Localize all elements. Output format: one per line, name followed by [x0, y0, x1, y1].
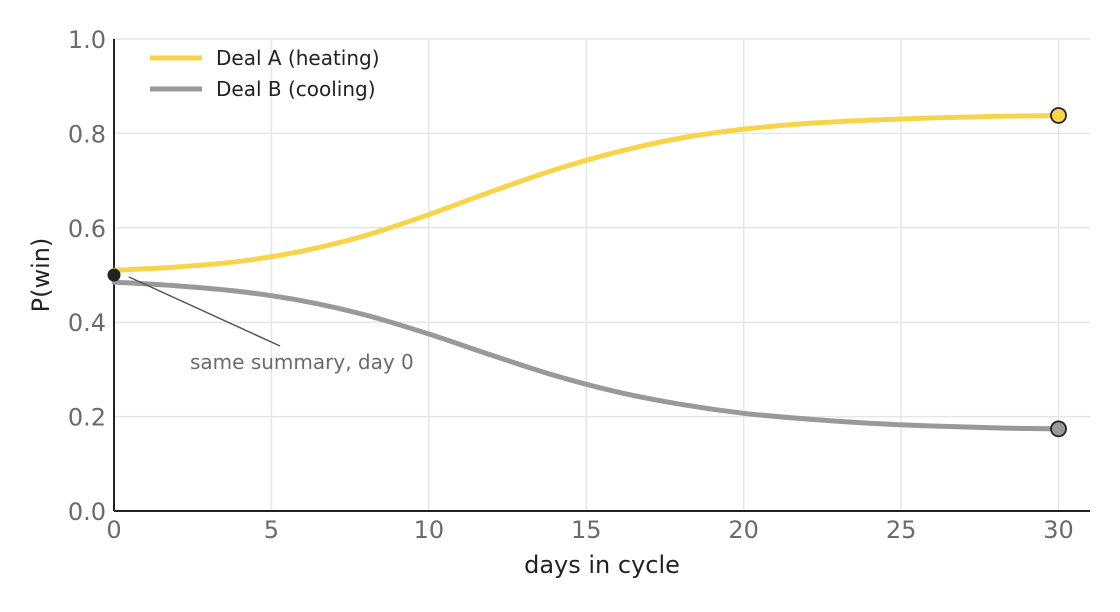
legend-label-deal-b: Deal B (cooling) [216, 77, 376, 101]
grid [113, 38, 1090, 512]
x-tick-label: 10 [414, 516, 445, 544]
annotation-leader-line [128, 276, 281, 347]
x-tick-label: 15 [571, 516, 602, 544]
markers [107, 107, 1067, 438]
end-marker-deal-b [1050, 420, 1067, 438]
series-line-deal-a [111, 112, 1062, 273]
y-tick-label: 0.0 [68, 498, 106, 526]
legend-label-deal-a: Deal A (heating) [216, 46, 380, 70]
y-axis-label: P(win) [27, 238, 55, 313]
x-tick-label: 25 [886, 516, 917, 544]
axis-labels: days in cycle P(win) [27, 238, 680, 579]
start-marker [107, 268, 121, 282]
x-axis-label: days in cycle [524, 551, 680, 579]
end-marker-deal-a [1050, 107, 1067, 124]
y-tick-label: 0.6 [68, 215, 106, 243]
legend: Deal A (heating) Deal B (cooling) [150, 46, 380, 101]
x-tick-label: 20 [728, 516, 759, 544]
y-tick-label: 0.8 [68, 120, 106, 148]
x-tick-label: 30 [1043, 516, 1074, 544]
x-tick-label: 0 [106, 516, 121, 544]
annotation-text: same summary, day 0 [190, 350, 414, 374]
annotation: same summary, day 0 [128, 276, 414, 374]
series-line-deal-b [111, 279, 1062, 432]
axes [113, 39, 1090, 512]
y-tick-label: 1.0 [68, 26, 106, 54]
tick-labels: 0 5 10 15 20 25 30 0.0 0.2 0.4 0.6 0.8 1.0 [68, 26, 1074, 544]
y-tick-label: 0.2 [68, 404, 106, 432]
x-tick-label: 5 [264, 516, 279, 544]
series-lines [111, 112, 1062, 432]
y-tick-label: 0.4 [68, 309, 106, 337]
